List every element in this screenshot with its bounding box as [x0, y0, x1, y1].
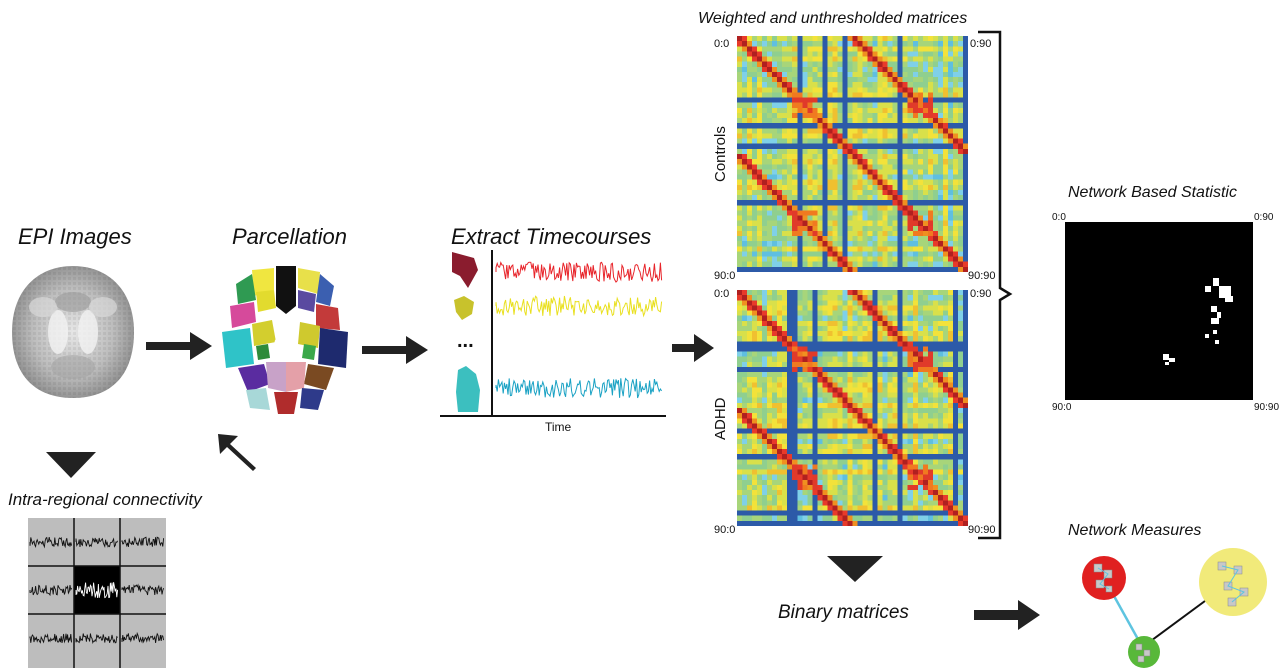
region-olive: [454, 296, 474, 320]
nbs-corner-bl: 90:0: [1052, 402, 1072, 413]
adhd-corner-tl: 0:0: [714, 288, 730, 300]
node-yellow: [1199, 548, 1267, 616]
weighted-matrices-title: Weighted and unthresholded matrices: [698, 10, 968, 27]
nbs-title: Network Based Statistic: [1068, 184, 1237, 201]
epi-brain-image: [8, 262, 138, 402]
epi-images-label: EPI Images: [18, 224, 132, 249]
adhd-label: ADHD: [712, 397, 729, 440]
intra-signal: [121, 631, 165, 644]
time-axis-label: Time: [545, 420, 572, 434]
region-teal: [456, 366, 480, 412]
controls-corner-tl: 0:0: [714, 38, 730, 50]
intra-signal: [121, 536, 165, 548]
parcellation-label: Parcellation: [232, 224, 347, 249]
nbs-corner-tr: 0:90: [1254, 212, 1274, 223]
network-measures-title: Network Measures: [1068, 522, 1202, 539]
adhd-matrix: [737, 290, 968, 526]
intra-signal: [75, 633, 118, 644]
matrices-brace: [976, 30, 1022, 542]
controls-corner-tr: 0:90: [970, 38, 992, 50]
nbs-corner-br: 90:90: [1254, 402, 1280, 413]
timecourse-ellipsis: ...: [457, 330, 474, 352]
region-maroon: [452, 252, 478, 288]
adhd-corner-bl: 90:0: [714, 524, 736, 536]
timecourses-panel: [438, 248, 666, 434]
arrow-down-binary: [827, 556, 883, 582]
arrow-right-4: [974, 600, 1040, 630]
intra-regional-label: Intra-regional connectivity: [8, 490, 202, 509]
binary-matrices-label: Binary matrices: [778, 602, 909, 623]
arrow-down-epi: [46, 452, 96, 478]
intra-signal: [29, 633, 73, 644]
intra-signal: [75, 537, 118, 549]
adhd-corner-br: 90:90: [968, 524, 996, 536]
nbs-corner-tl: 0:0: [1052, 212, 1066, 223]
timecourse-line: [495, 377, 663, 399]
arrow-right-3: [672, 334, 714, 362]
intra-signal: [75, 582, 119, 599]
intra-regional-grid: [28, 518, 166, 668]
extract-timecourses-label: Extract Timecourses: [451, 224, 652, 249]
controls-matrix: [737, 36, 968, 272]
controls-corner-bl: 90:0: [714, 270, 736, 282]
intra-signal: [29, 536, 73, 549]
network-graph: [1078, 544, 1278, 668]
intra-signal: [29, 584, 73, 597]
timecourse-line: [495, 261, 663, 283]
parcellation-atlas: [216, 262, 356, 422]
arrow-right-2: [362, 336, 428, 364]
intra-signal: [121, 583, 165, 596]
controls-label: Controls: [712, 126, 729, 182]
arrow-diagonal-intra: [216, 432, 260, 472]
timecourse-line: [495, 295, 663, 318]
nbs-matrix: [1065, 222, 1253, 400]
arrow-right-1: [146, 332, 212, 360]
controls-corner-br: 90:90: [968, 270, 996, 282]
adhd-corner-tr: 0:90: [970, 288, 992, 300]
